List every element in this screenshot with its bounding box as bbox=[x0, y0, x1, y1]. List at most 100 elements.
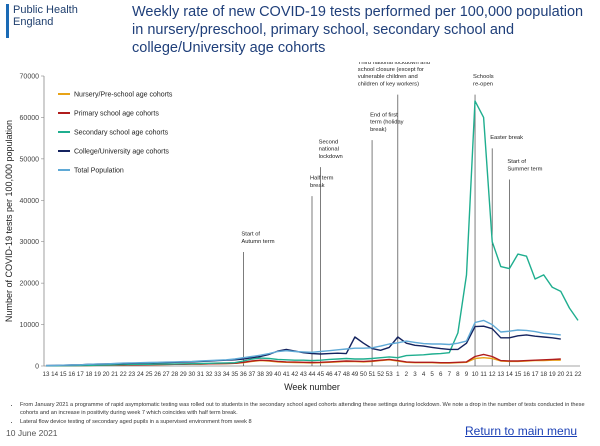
x-tick-label: 13 bbox=[43, 371, 50, 378]
annotation-label: Half term bbox=[310, 176, 334, 182]
x-tick-label: 48 bbox=[343, 371, 350, 378]
x-tick-label: 49 bbox=[351, 371, 358, 378]
x-tick-label: 21 bbox=[111, 371, 118, 378]
legend-label: Total Population bbox=[74, 168, 124, 175]
page-title: Weekly rate of new COVID-19 tests perfor… bbox=[132, 4, 584, 56]
x-tick-label: 16 bbox=[68, 371, 75, 378]
x-tick-label: 5 bbox=[430, 371, 434, 378]
x-tick-label: 47 bbox=[334, 371, 341, 378]
legend-label: Nursery/Pre-school age cohorts bbox=[74, 92, 173, 99]
annotation-label: Summer term bbox=[507, 166, 542, 172]
x-tick-label: 52 bbox=[377, 371, 384, 378]
y-tick-label: 10000 bbox=[20, 322, 40, 329]
annotation-label: lockdown bbox=[319, 154, 343, 160]
x-tick-label: 13 bbox=[497, 371, 504, 378]
x-tick-label: 1 bbox=[396, 371, 400, 378]
legend-label: College/University age cohorts bbox=[74, 149, 169, 156]
x-tick-label: 36 bbox=[240, 371, 247, 378]
x-tick-label: 19 bbox=[94, 371, 101, 378]
x-tick-label: 12 bbox=[489, 371, 496, 378]
x-tick-label: 27 bbox=[163, 371, 170, 378]
y-tick-label: 20000 bbox=[20, 281, 40, 288]
annotation-label: Start of bbox=[507, 159, 526, 165]
annotation-label: Start of bbox=[241, 232, 260, 238]
x-tick-label: 31 bbox=[197, 371, 204, 378]
y-tick-label: 70000 bbox=[20, 74, 40, 81]
x-tick-label: 24 bbox=[137, 371, 144, 378]
x-tick-label: 50 bbox=[360, 371, 367, 378]
x-tick-label: 29 bbox=[180, 371, 187, 378]
footnote-2: Lateral flow device testing of secondary… bbox=[20, 419, 590, 427]
x-tick-label: 7 bbox=[448, 371, 452, 378]
footnotes: From January 2021 a programme of rapid a… bbox=[10, 402, 590, 429]
x-tick-label: 23 bbox=[128, 371, 135, 378]
x-tick-label: 28 bbox=[171, 371, 178, 378]
x-tick-label: 18 bbox=[540, 371, 547, 378]
x-tick-label: 11 bbox=[480, 371, 487, 378]
x-tick-label: 25 bbox=[146, 371, 153, 378]
x-tick-label: 53 bbox=[386, 371, 393, 378]
x-tick-label: 46 bbox=[326, 371, 333, 378]
y-axis-title: Number of COVID-19 tests per 100,000 pop… bbox=[4, 120, 14, 322]
y-tick-label: 50000 bbox=[20, 156, 40, 163]
x-tick-label: 15 bbox=[514, 371, 521, 378]
logo-text-line2: England bbox=[13, 16, 54, 28]
series-line bbox=[46, 100, 579, 367]
x-tick-label: 19 bbox=[549, 371, 556, 378]
x-tick-label: 3 bbox=[413, 371, 417, 378]
annotation-label: break bbox=[310, 183, 325, 189]
x-tick-label: 43 bbox=[300, 371, 307, 378]
x-tick-label: 40 bbox=[274, 371, 281, 378]
legend-label: Secondary school age cohorts bbox=[74, 130, 169, 137]
publication-date: 10 June 2021 bbox=[6, 428, 58, 438]
return-to-main-menu-link[interactable]: Return to main menu bbox=[465, 424, 578, 438]
x-tick-label: 39 bbox=[266, 371, 273, 378]
x-tick-label: 20 bbox=[103, 371, 110, 378]
annotation-label: children of key workers) bbox=[358, 81, 419, 87]
annotation-label: Easter break bbox=[490, 135, 523, 141]
x-tick-label: 17 bbox=[77, 371, 84, 378]
footnote-1: From January 2021 a programme of rapid a… bbox=[20, 402, 590, 417]
y-tick-label: 40000 bbox=[20, 198, 40, 205]
x-tick-label: 30 bbox=[188, 371, 195, 378]
x-tick-label: 8 bbox=[456, 371, 460, 378]
annotation-label: vulnerable children and bbox=[358, 74, 418, 80]
annotation-label: Second bbox=[319, 139, 339, 145]
x-tick-label: 22 bbox=[575, 371, 582, 378]
legend-label: Primary school age cohorts bbox=[74, 111, 159, 118]
y-tick-label: 0 bbox=[35, 364, 39, 371]
x-tick-label: 33 bbox=[214, 371, 221, 378]
y-tick-label: 30000 bbox=[20, 239, 40, 246]
x-tick-label: 42 bbox=[291, 371, 298, 378]
x-tick-label: 21 bbox=[566, 371, 573, 378]
annotation-label: Third national lockdown and bbox=[358, 62, 430, 66]
annotation-label: End of first bbox=[370, 113, 398, 119]
x-tick-label: 6 bbox=[439, 371, 443, 378]
annotation-label: Autumn term bbox=[241, 239, 274, 245]
x-tick-label: 26 bbox=[154, 371, 161, 378]
annotation-label: national bbox=[319, 147, 339, 153]
annotation-label: school closure (except for bbox=[358, 67, 424, 73]
x-tick-label: 51 bbox=[369, 371, 376, 378]
annotation-label: term (holiday bbox=[370, 120, 404, 126]
x-axis-title: Week number bbox=[284, 382, 340, 392]
x-tick-label: 32 bbox=[206, 371, 213, 378]
x-tick-label: 16 bbox=[523, 371, 530, 378]
annotation-label: re-open bbox=[473, 81, 493, 87]
x-tick-label: 34 bbox=[223, 371, 230, 378]
x-tick-label: 44 bbox=[309, 371, 316, 378]
annotation-label: break) bbox=[370, 127, 387, 133]
x-tick-label: 35 bbox=[231, 371, 238, 378]
x-tick-label: 20 bbox=[557, 371, 564, 378]
logo-bar bbox=[6, 4, 9, 38]
x-tick-label: 14 bbox=[51, 371, 58, 378]
x-tick-label: 15 bbox=[60, 371, 67, 378]
x-tick-label: 4 bbox=[422, 371, 426, 378]
x-tick-label: 2 bbox=[405, 371, 409, 378]
x-tick-label: 10 bbox=[472, 371, 479, 378]
x-tick-label: 18 bbox=[85, 371, 92, 378]
series-line bbox=[45, 319, 561, 367]
x-tick-label: 17 bbox=[532, 371, 539, 378]
y-tick-label: 60000 bbox=[20, 115, 40, 122]
